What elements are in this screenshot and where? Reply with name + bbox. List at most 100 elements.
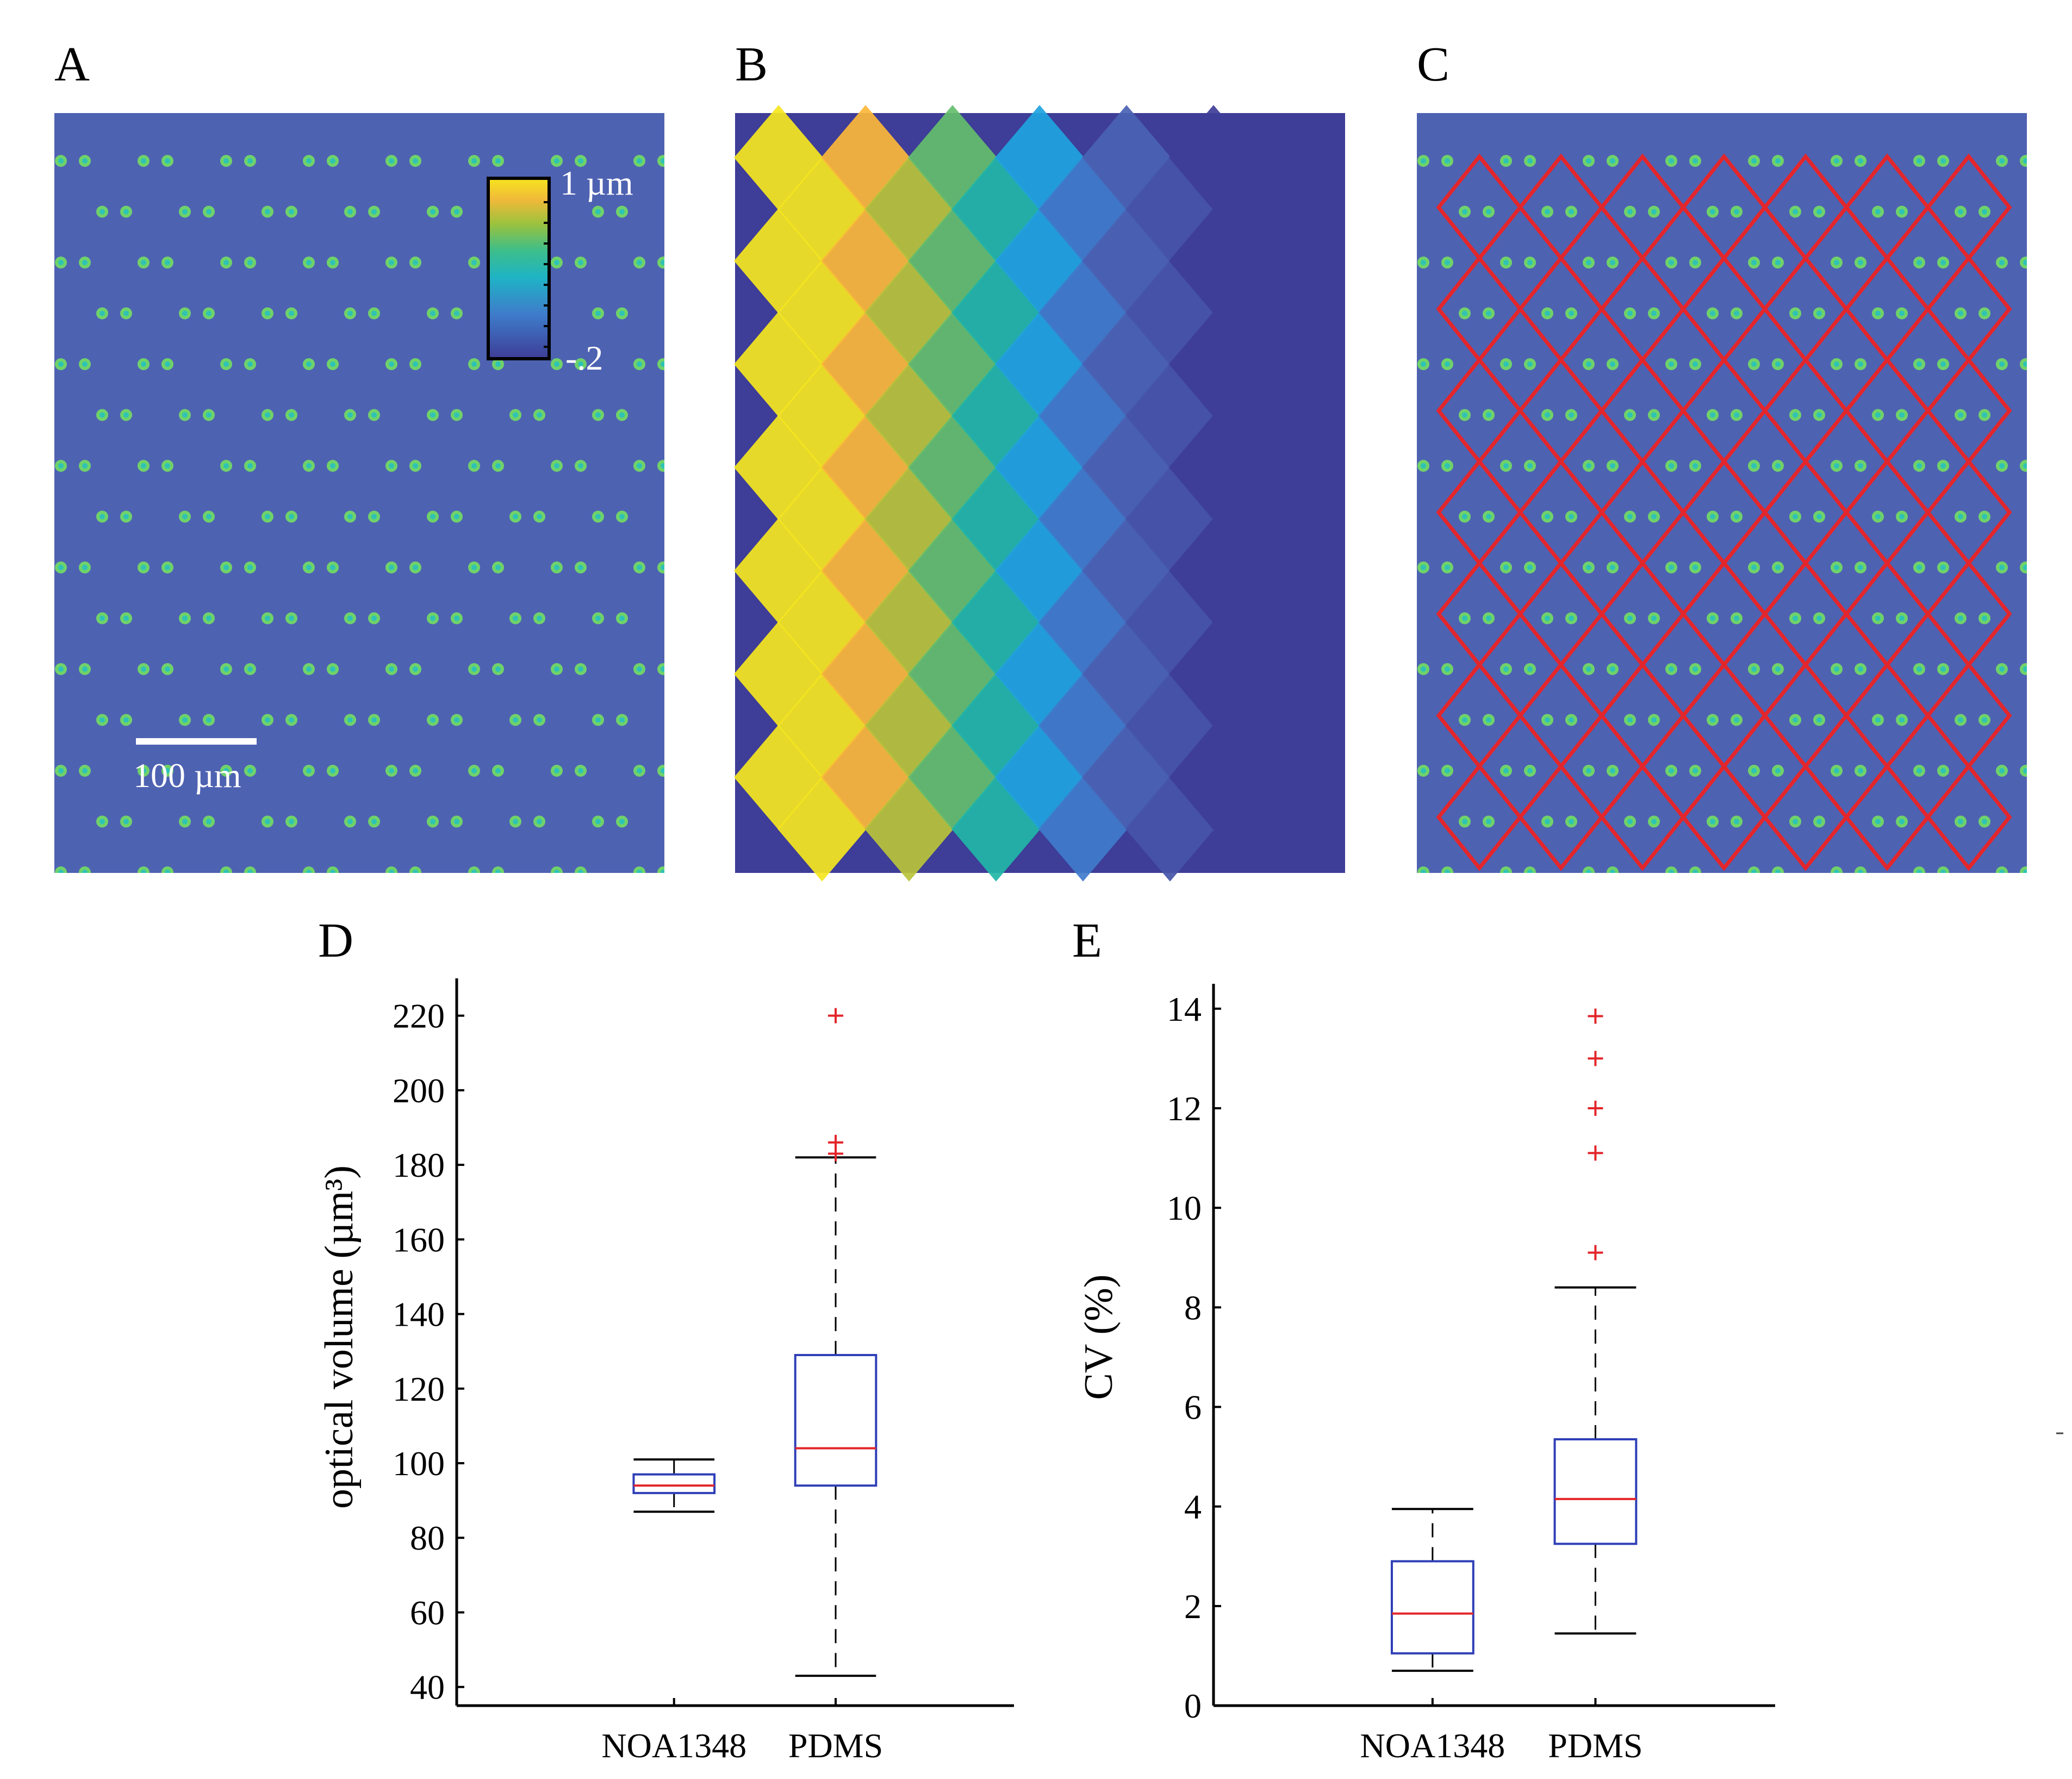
pillar-dot-core	[413, 158, 418, 164]
pillar-dot-core	[661, 463, 664, 469]
pillar-dot-core	[223, 768, 229, 773]
pillar-dot-core	[2064, 311, 2070, 316]
pillar-dot-core	[2040, 717, 2046, 723]
y-tick-label: 4	[1184, 1488, 1202, 1526]
pillar-dot-core	[1858, 361, 1863, 367]
pillar-dot-core	[454, 717, 459, 723]
panel-label-b: B	[735, 38, 768, 91]
pillar-dot-core	[1651, 819, 1657, 825]
pillar-dot-core	[1421, 361, 1426, 367]
y-tick-label: 14	[1167, 990, 1202, 1028]
pillar-dot-core	[2023, 463, 2027, 469]
pillar-dot-core	[413, 666, 418, 672]
pillar-dot-core	[17, 209, 22, 215]
pillar-dot-core	[123, 819, 129, 825]
pillar-dot-core	[578, 565, 583, 570]
pillar-dot-core	[206, 819, 211, 825]
pillar-dot	[38, 511, 49, 523]
pillar-dot-core	[1610, 768, 1615, 773]
pillar-dot	[38, 308, 49, 320]
pillar-dot-core	[1751, 870, 1757, 873]
pillar-dot-core	[2064, 413, 2070, 418]
pillar-dot-core	[1403, 819, 1409, 825]
pillar-dot-core	[1999, 158, 2005, 164]
pillar-dot-core	[82, 565, 88, 570]
pillar-dot-core	[1627, 819, 1633, 825]
pillar-dot-core	[1503, 768, 1509, 773]
pillar-dot-core	[0, 260, 5, 265]
pillar-dot-core	[1775, 870, 1781, 873]
pillar-dot-core	[371, 209, 377, 215]
pillar-dot-core	[1545, 514, 1550, 520]
y-tick-label: 40	[410, 1668, 445, 1707]
pillar-dot-core	[495, 361, 501, 367]
pillar-dot-core	[1734, 514, 1739, 520]
pillar-dot	[2037, 308, 2049, 320]
panel-c-image	[1417, 113, 2027, 873]
pillar-dot-core	[1875, 819, 1881, 825]
pillar-dot-core	[2023, 158, 2027, 164]
colorbar-ticks	[544, 201, 549, 348]
pillar-dot-core	[495, 870, 501, 873]
pillar-dot-core	[1379, 311, 1385, 316]
pillar-dot-core	[2040, 209, 2046, 215]
pillar-dot-core	[1917, 158, 1922, 164]
pillar-dot-core	[537, 819, 542, 825]
pillar-dot-core	[247, 361, 253, 367]
pillar-dot-core	[2023, 666, 2027, 672]
pillar-dot	[38, 206, 49, 218]
pillar-dot-core	[702, 311, 707, 316]
pillar-dot-core	[1917, 361, 1922, 367]
pillar-dot-core	[1486, 514, 1491, 520]
pillar-dot-core	[330, 463, 335, 469]
scalebar-label: 100 µm	[133, 756, 241, 795]
pillar-dot-core	[1610, 565, 1615, 570]
pillar-dot-core	[1669, 158, 1674, 164]
pillar-dot-core	[1627, 310, 1633, 316]
pillar-dot	[1359, 866, 1371, 878]
pillar-dot-core	[471, 565, 477, 570]
pillar-dot-core	[389, 768, 394, 773]
pillar-dot-core	[1958, 514, 1963, 520]
pillar-dot-core	[430, 209, 435, 215]
pillar-dot-core	[389, 463, 394, 469]
pillar-dot	[38, 613, 49, 625]
pillar-dot-core	[430, 412, 435, 418]
box	[632, 1473, 716, 1494]
pillar-dot-core	[1462, 412, 1467, 418]
pillar-dot-core	[1775, 463, 1781, 469]
pillar-dot-core	[123, 412, 129, 418]
pillar-dot-core	[1816, 819, 1822, 825]
pillar-dot-core	[554, 666, 559, 672]
pillar-dot-core	[554, 768, 559, 773]
pillar-dot-core	[182, 514, 188, 520]
pillar-dot-core	[1445, 870, 1450, 873]
pillar-dot-core	[141, 666, 146, 672]
pillar-dot-core	[123, 514, 129, 520]
pillar-dot-core	[1834, 565, 1839, 570]
pillar-dot-core	[265, 717, 270, 723]
pillar-dot-core	[637, 565, 642, 570]
region-tile	[1169, 518, 1258, 623]
pillar-dot-core	[265, 209, 270, 215]
pillar-dot-core	[1793, 615, 1798, 621]
region-tile	[1169, 311, 1258, 417]
pillar-dot-core	[2064, 819, 2070, 825]
pillar-dot-core	[1610, 870, 1615, 873]
pillar-dot-core	[1899, 717, 1905, 723]
pillar-dot-core	[1610, 260, 1615, 265]
pillar-dot-core	[1462, 209, 1467, 215]
pillar-dot-core	[1545, 717, 1550, 723]
pillar-dot-core	[413, 870, 418, 873]
pillar-dot-core	[265, 514, 270, 520]
pillar-dot	[1359, 765, 1371, 777]
pillar-dot-core	[1710, 209, 1715, 215]
pillar-dot-core	[1403, 514, 1409, 520]
pillar-dot	[2061, 816, 2072, 828]
pillar-dot-core	[1899, 209, 1905, 215]
pillar-dot-core	[1899, 412, 1905, 418]
pillar-dot-core	[678, 209, 683, 215]
pillar-dot	[675, 511, 687, 523]
pillar-dot	[1376, 206, 1388, 218]
outlier-marker	[828, 1008, 843, 1023]
